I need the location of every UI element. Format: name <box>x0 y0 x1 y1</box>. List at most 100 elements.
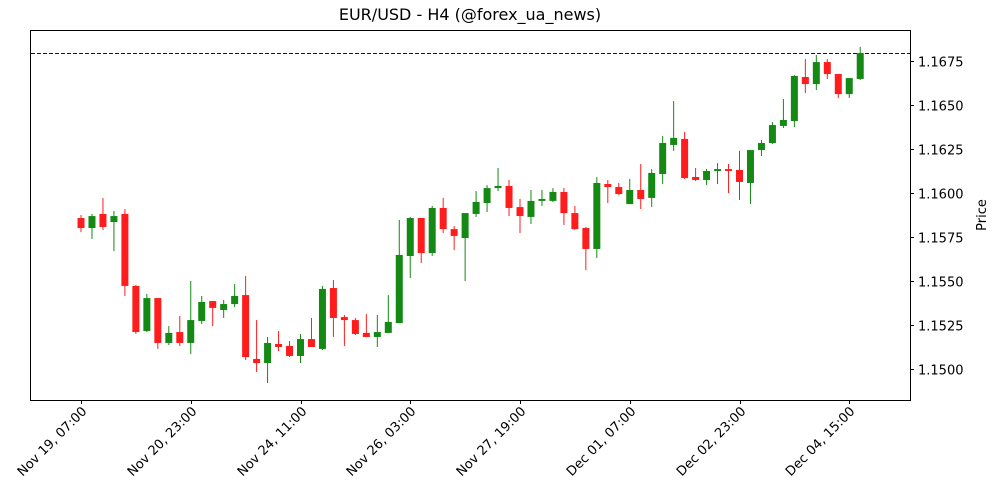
candle-body <box>275 344 283 347</box>
candle-body <box>845 78 853 95</box>
candle-up <box>714 163 722 185</box>
y-tick-label: 1.1650 <box>918 100 964 115</box>
candle-up <box>648 169 656 208</box>
candle-body <box>439 207 447 230</box>
candle-up <box>231 283 239 308</box>
candle-body <box>264 342 272 364</box>
candle-down <box>77 215 85 233</box>
candle-down <box>253 320 261 372</box>
candle-body <box>703 171 711 180</box>
candle-down <box>615 182 623 195</box>
candle-down <box>560 188 568 226</box>
candle-body <box>384 322 392 333</box>
candle-body <box>483 188 491 204</box>
y-tick-label: 1.1675 <box>918 56 964 71</box>
candle-body <box>121 213 129 286</box>
x-tick-label: Nov 24, 11:00 <box>235 404 311 480</box>
candle-body <box>746 150 754 183</box>
candle-body <box>615 187 623 195</box>
candle-up <box>779 99 787 129</box>
candle-down <box>176 316 184 346</box>
candle-down <box>362 314 370 337</box>
x-tick-label: Nov 19, 07:00 <box>15 404 91 480</box>
y-tick-label: 1.1600 <box>918 188 964 203</box>
candle-body <box>198 301 206 321</box>
candle-up <box>187 281 195 355</box>
candle-body <box>461 213 469 239</box>
y-tick-label: 1.1525 <box>918 320 964 335</box>
y-tick-label: 1.1575 <box>918 232 964 247</box>
candle-body <box>560 191 568 214</box>
candle-up <box>297 333 304 364</box>
candle-up <box>549 188 557 202</box>
candle-up <box>593 176 601 258</box>
candle-body <box>154 298 162 343</box>
candle-body <box>362 332 370 337</box>
candle-body <box>604 184 612 188</box>
candle-body <box>494 185 502 189</box>
candle-up <box>856 46 864 81</box>
candle-down <box>154 298 162 349</box>
candle-up <box>757 140 765 157</box>
candle-body <box>670 137 678 145</box>
candle-down <box>801 59 809 94</box>
candle-up <box>395 219 403 324</box>
chart-title: EUR/USD - H4 (@forex_ua_news) <box>338 5 602 24</box>
x-tick-label: Dec 02, 23:00 <box>674 404 749 479</box>
candle-up <box>659 135 667 185</box>
candle-down <box>99 198 107 230</box>
candle-body <box>757 143 765 151</box>
candle-body <box>329 288 337 318</box>
candle-body <box>406 217 414 257</box>
candle-body <box>527 200 535 217</box>
candle-down <box>823 59 831 79</box>
x-axis: Nov 19, 07:00 Nov 20, 23:00 Nov 24, 11:00 N… <box>15 400 858 480</box>
candle-body <box>450 229 458 236</box>
candle-down <box>417 217 425 264</box>
candle-up <box>88 213 96 239</box>
candle-up <box>428 206 436 257</box>
candle-body <box>132 285 140 333</box>
y-axis-label: Price <box>975 199 990 231</box>
x-tick-label: Nov 20, 23:00 <box>125 404 201 480</box>
candle-body <box>856 53 864 79</box>
candle-body <box>571 213 579 230</box>
candle-down <box>582 226 590 271</box>
candle-body <box>417 217 425 254</box>
candle-body <box>505 185 513 208</box>
candle-up <box>373 314 381 347</box>
candle-body <box>297 339 304 356</box>
candle-body <box>823 62 831 75</box>
y-tick-label: 1.1625 <box>918 144 964 159</box>
candle-body <box>582 228 590 249</box>
candle-body <box>681 138 689 179</box>
candle-body <box>220 304 228 311</box>
candle-body <box>659 143 667 174</box>
candle-body <box>231 295 239 305</box>
candle-body <box>395 254 403 324</box>
candle-up <box>406 216 414 279</box>
candle-down <box>516 198 524 233</box>
candle-up <box>703 169 711 186</box>
candle-body <box>714 169 722 171</box>
candle-body <box>176 332 184 343</box>
candle-body <box>834 74 842 95</box>
candle-up <box>264 336 272 384</box>
candle-body <box>209 301 217 308</box>
candle-down <box>242 276 250 361</box>
candle-body <box>340 317 348 321</box>
candle-up <box>845 78 853 98</box>
candle-body <box>165 332 173 343</box>
candle-up <box>746 150 754 205</box>
candle-body <box>428 207 436 254</box>
candle-body <box>801 77 809 85</box>
x-tick-label: Nov 26, 03:00 <box>344 404 420 480</box>
candle-down <box>450 226 458 251</box>
candle-body <box>593 182 601 249</box>
candle-up <box>143 294 151 333</box>
candle-body <box>351 320 359 334</box>
y-axis: 1.1500 1.1525 1.1550 1.1575 1.1600 1.1625 1.16… <box>910 56 964 379</box>
candle-body <box>77 217 85 229</box>
candle-body <box>373 332 381 337</box>
